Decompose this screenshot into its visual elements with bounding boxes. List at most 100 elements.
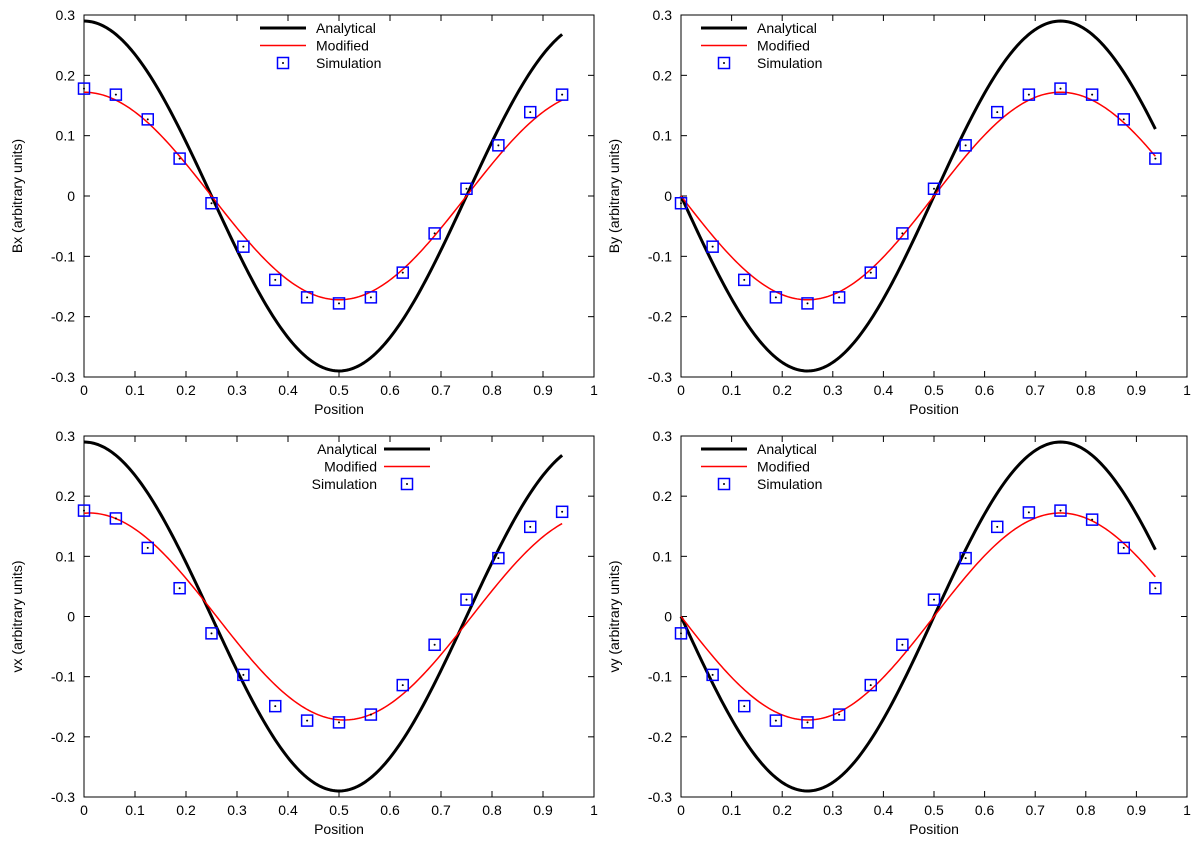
data-point: [141, 541, 154, 555]
data-point-center: [497, 557, 500, 560]
data-point-center: [369, 296, 372, 299]
data-point: [428, 638, 441, 652]
x-tick-label: 0.5: [924, 382, 944, 398]
data-point: [1117, 113, 1130, 126]
x-tick-label: 0.4: [278, 382, 298, 398]
data-point-center: [83, 509, 85, 512]
data-point-center: [996, 525, 999, 528]
data-point-center: [561, 510, 564, 513]
y-tick-label: 0.1: [653, 548, 673, 564]
data-point-center: [529, 525, 532, 528]
data-point-center: [680, 632, 682, 635]
data-point-center: [743, 705, 746, 708]
panel-vx: 0 0.1 0.2 0.3 0.4 0.5 0.6 0.7 0.8 0.9 1 -0.3 -0.2 -0.…: [9, 428, 598, 837]
data-point: [769, 714, 783, 727]
data-point: [141, 113, 154, 126]
legend-label-modified: Modified: [316, 38, 369, 54]
data-point-center: [711, 245, 714, 248]
legend-marker-center: [723, 483, 725, 485]
x-tick-label: 1: [590, 802, 598, 818]
data-point: [492, 551, 505, 565]
data-point: [864, 266, 877, 279]
x-tick-label: 0.2: [176, 382, 196, 398]
data-point-center: [114, 93, 117, 96]
series-line-analytical: [679, 19, 1157, 373]
legend-label-modified: Modified: [324, 459, 377, 475]
data-point: [428, 227, 441, 240]
y-tick-label: -0.1: [51, 248, 75, 264]
x-tick-label: 0.4: [874, 802, 894, 818]
y-axis-title: Bx (arbitrary units): [9, 139, 25, 253]
data-point: [864, 678, 877, 692]
data-point: [738, 699, 751, 713]
data-point-center: [743, 278, 746, 281]
data-point-center: [680, 202, 682, 205]
data-point-center: [1122, 118, 1125, 121]
data-point: [77, 504, 91, 517]
x-tick-label: 0: [677, 382, 685, 398]
y-tick-label: -0.2: [51, 729, 75, 745]
x-tick-label: 0.1: [722, 382, 742, 398]
data-point-center: [1154, 157, 1157, 160]
data-point-center: [806, 721, 809, 724]
data-point: [269, 273, 282, 287]
legend-label-simulation: Simulation: [312, 476, 377, 492]
data-point: [706, 668, 719, 682]
data-point: [927, 593, 941, 606]
data-point-center: [711, 673, 714, 676]
data-point: [173, 152, 186, 165]
panel-vy: 0 0.1 0.2 0.3 0.4 0.5 0.6 0.7 0.8 0.9 1 -0.3 -0.2 -0.…: [606, 428, 1191, 837]
data-point: [896, 227, 909, 240]
legend-marker-center: [723, 62, 725, 64]
data-point-center: [1059, 87, 1062, 90]
x-tick-label: 1: [1183, 382, 1191, 398]
y-tick-label: -0.2: [51, 309, 75, 325]
data-point: [1054, 504, 1067, 517]
data-point-center: [1154, 587, 1157, 590]
x-tick-label: 0.5: [329, 802, 349, 818]
x-tick-label: 0.8: [1076, 382, 1096, 398]
series-line-modified: [83, 91, 563, 301]
data-point-center: [83, 87, 85, 90]
x-tick-label: 0.2: [772, 802, 792, 818]
y-tick-label: 0: [67, 188, 75, 204]
data-point: [1149, 581, 1162, 595]
data-point-center: [146, 118, 149, 121]
x-tick-label: 0.2: [176, 802, 196, 818]
data-point-center: [869, 271, 872, 274]
data-point-center: [210, 632, 213, 635]
legend-label-analytical: Analytical: [757, 20, 817, 36]
y-tick-label: 0.2: [56, 67, 76, 83]
data-point: [1085, 88, 1099, 101]
y-tick-label: 0: [664, 188, 672, 204]
data-point: [300, 714, 314, 727]
y-tick-label: -0.1: [648, 248, 672, 264]
data-point-center: [369, 713, 372, 716]
data-point-center: [146, 546, 149, 549]
x-tick-label: 0.8: [482, 802, 502, 818]
legend-marker-simulation: [717, 477, 731, 491]
data-point-center: [497, 144, 500, 147]
data-point: [674, 196, 688, 210]
x-tick-label: 0.7: [1025, 802, 1045, 818]
data-point-center: [806, 302, 809, 305]
data-point-center: [901, 643, 904, 646]
y-tick-label: 0.2: [56, 488, 76, 504]
x-tick-label: 0.4: [278, 802, 298, 818]
x-tick-label: 0.6: [975, 382, 995, 398]
x-tick-label: 0.9: [1127, 802, 1147, 818]
legend-label-simulation: Simulation: [757, 476, 822, 492]
data-point: [801, 716, 814, 729]
y-tick-label: -0.2: [648, 729, 672, 745]
data-point: [738, 273, 751, 287]
data-point-center: [401, 271, 404, 274]
data-point: [300, 291, 314, 304]
data-point: [460, 593, 473, 606]
data-point-center: [774, 719, 777, 722]
y-tick-label: 0.1: [56, 548, 76, 564]
y-tick-label: -0.3: [51, 789, 75, 805]
x-tick-label: 0.5: [329, 382, 349, 398]
x-tick-label: 1: [590, 382, 598, 398]
legend-marker-simulation: [400, 477, 414, 491]
